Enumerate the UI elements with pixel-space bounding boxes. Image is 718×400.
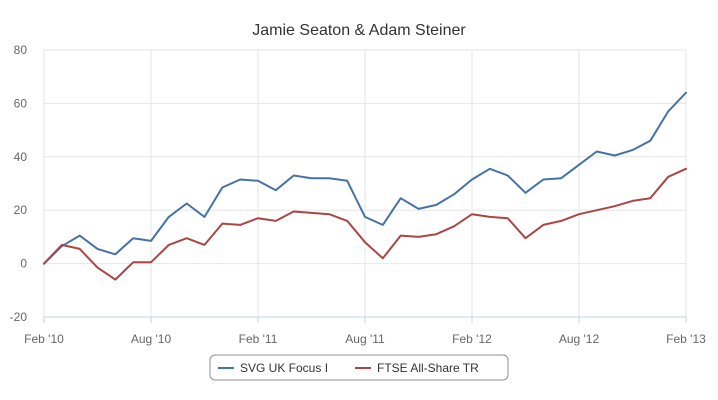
y-tick-label: 80 xyxy=(14,43,28,57)
x-tick-label: Feb '10 xyxy=(24,332,64,346)
series-line-1[interactable] xyxy=(43,167,687,281)
y-tick-label: 20 xyxy=(14,203,28,217)
y-tick-label: 60 xyxy=(14,96,28,110)
legend: SVG UK Focus I FTSE All-Share TR xyxy=(209,354,509,381)
x-tick-label: Feb '11 xyxy=(239,332,278,346)
y-tick-label: -20 xyxy=(10,310,28,324)
plot-area xyxy=(43,91,687,281)
y-tick-label: 0 xyxy=(20,257,27,271)
y-axis: -20 0 20 40 60 80 xyxy=(10,43,28,324)
legend-item-svg-uk-focus[interactable]: SVG UK Focus I xyxy=(218,361,328,375)
grid xyxy=(43,49,687,318)
chart-title: Jamie Seaton & Adam Steiner xyxy=(252,22,466,39)
x-tick-label: Feb '13 xyxy=(666,332,706,346)
legend-label-ftse-all-share: FTSE All-Share TR xyxy=(377,361,479,375)
legend-item-ftse-all-share[interactable]: FTSE All-Share TR xyxy=(355,361,479,375)
x-tick-label: Aug '12 xyxy=(559,332,600,346)
x-axis: Feb '10 Aug '10 Feb '11 Aug '11 Feb '12 Aug '… xyxy=(24,316,706,346)
y-tick-label: 40 xyxy=(14,150,28,164)
legend-label-svg-uk-focus: SVG UK Focus I xyxy=(240,361,328,375)
x-tick-label: Aug '10 xyxy=(131,332,172,346)
x-tick-label: Aug '11 xyxy=(345,332,385,346)
x-tick-label: Feb '12 xyxy=(452,332,492,346)
series-line-0[interactable] xyxy=(43,91,687,265)
